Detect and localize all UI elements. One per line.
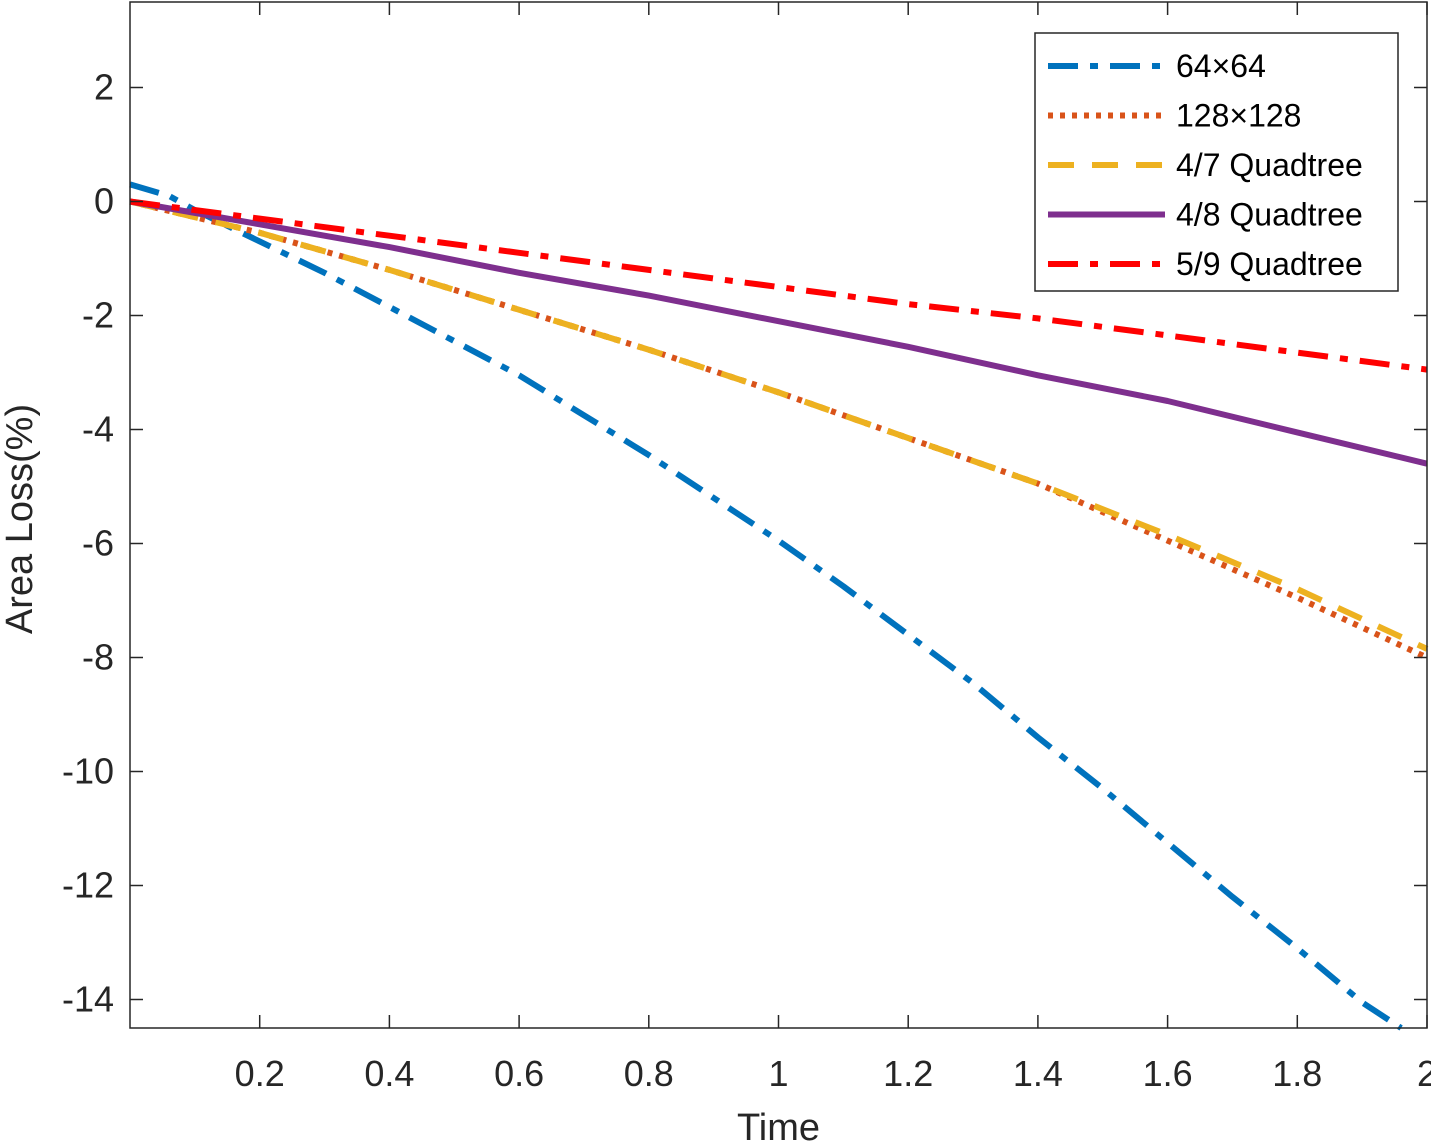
- x-tick-label: 0.6: [494, 1053, 544, 1094]
- series-line-4: [129, 198, 1428, 467]
- x-tick-label: 0.2: [235, 1053, 285, 1094]
- y-tick-label: -6: [82, 523, 114, 564]
- legend-label: 4/8 Quadtree: [1176, 197, 1363, 233]
- series-line-1: [129, 181, 1403, 1031]
- x-tick-label: 1.4: [1013, 1053, 1063, 1094]
- y-tick-label: 0: [94, 181, 114, 222]
- x-tick-label: 1.6: [1143, 1053, 1193, 1094]
- x-tick-label: 2: [1417, 1053, 1431, 1094]
- y-tick-label: -14: [62, 979, 114, 1020]
- legend-label: 5/9 Quadtree: [1176, 246, 1363, 282]
- legend-label: 64×64: [1176, 48, 1266, 84]
- y-tick-label: -12: [62, 865, 114, 906]
- y-tick-label: -10: [62, 751, 114, 792]
- y-tick-label: -2: [82, 295, 114, 336]
- x-tick-label: 0.8: [624, 1053, 674, 1094]
- x-tick-label: 1.8: [1272, 1053, 1322, 1094]
- series-line-3: [129, 198, 1429, 652]
- x-tick-label: 0.4: [364, 1053, 414, 1094]
- x-axis-title: Time: [737, 1107, 820, 1145]
- ticks-layer: 0.2 0.4 0.6 0.8 1 1.2 1.4 1.6 1.8 2 2 0 -2 -4 -6 -8 -10 -…: [62, 2, 1431, 1094]
- legend-label: 4/7 Quadtree: [1176, 147, 1363, 183]
- y-axis-title: Area Loss(%): [0, 404, 41, 634]
- legend: 64×64 128×128 4/7 Quadtree 4/8 Quadtree 5/9 …: [1034, 32, 1399, 292]
- y-tick-label: -8: [82, 637, 114, 678]
- y-tick-label: 2: [94, 67, 114, 108]
- x-tick-label: 1: [768, 1053, 788, 1094]
- x-tick-label: 1.2: [883, 1053, 933, 1094]
- y-tick-label: -4: [82, 409, 114, 450]
- legend-label: 128×128: [1176, 98, 1301, 134]
- series-layer: [129, 181, 1429, 1031]
